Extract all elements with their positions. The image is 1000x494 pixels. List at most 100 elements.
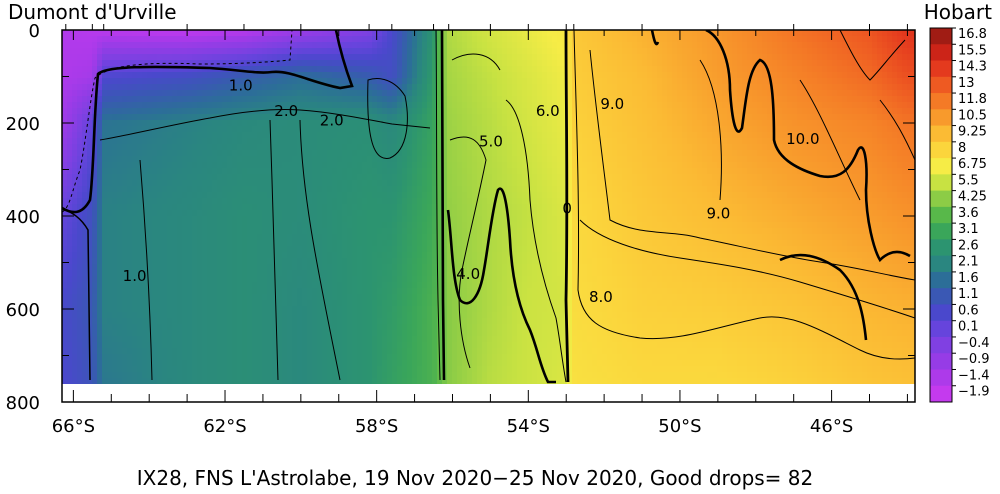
heat-cell bbox=[322, 126, 328, 133]
heat-cell bbox=[217, 336, 223, 343]
heat-cell bbox=[467, 234, 473, 241]
heat-cell bbox=[362, 282, 368, 289]
heat-cell bbox=[357, 240, 363, 247]
heat-cell bbox=[97, 138, 103, 145]
heat-cell bbox=[282, 246, 288, 253]
heat-cell bbox=[412, 198, 418, 205]
heat-cell bbox=[472, 252, 478, 259]
heat-cell bbox=[437, 42, 443, 49]
heat-cell bbox=[147, 204, 153, 211]
heat-cell bbox=[327, 138, 333, 145]
heat-cell bbox=[147, 258, 153, 265]
heat-cell bbox=[277, 366, 283, 373]
heat-cell bbox=[232, 234, 238, 241]
heat-cell bbox=[397, 180, 403, 187]
heat-cell bbox=[397, 258, 403, 265]
heat-cell bbox=[112, 60, 118, 67]
heat-cell bbox=[287, 126, 293, 133]
heat-cell bbox=[452, 300, 458, 307]
heat-cell bbox=[437, 246, 443, 253]
heat-cell bbox=[282, 126, 288, 133]
heat-cell bbox=[422, 246, 428, 253]
heat-cell bbox=[437, 168, 443, 175]
heat-cell bbox=[142, 174, 148, 181]
heat-cell bbox=[367, 114, 373, 121]
heat-cell bbox=[312, 174, 318, 181]
heat-cell bbox=[442, 96, 448, 103]
heat-cell bbox=[372, 222, 378, 229]
heat-cell bbox=[282, 306, 288, 313]
heat-cell bbox=[162, 210, 168, 217]
heat-cell bbox=[157, 186, 163, 193]
heat-cell bbox=[187, 180, 193, 187]
heat-cell bbox=[177, 48, 183, 55]
heat-cell bbox=[382, 222, 388, 229]
heat-cell bbox=[392, 96, 398, 103]
heat-cell bbox=[82, 234, 88, 241]
heat-cell bbox=[227, 246, 233, 253]
heat-cell bbox=[342, 162, 348, 169]
heat-cell bbox=[372, 138, 378, 145]
heat-cell bbox=[107, 48, 113, 55]
heat-cell bbox=[177, 324, 183, 331]
heat-cell bbox=[262, 228, 268, 235]
heat-cell bbox=[327, 312, 333, 319]
heat-cell bbox=[82, 78, 88, 85]
heat-cell bbox=[407, 204, 413, 211]
heat-cell bbox=[352, 204, 358, 211]
heat-cell bbox=[197, 192, 203, 199]
heat-cell bbox=[72, 222, 78, 229]
heat-cell bbox=[357, 156, 363, 163]
heat-cell bbox=[117, 138, 123, 145]
heat-cell bbox=[227, 126, 233, 133]
heat-cell bbox=[427, 348, 433, 355]
heat-cell bbox=[362, 330, 368, 337]
heat-cell bbox=[377, 168, 383, 175]
heat-cell bbox=[467, 174, 473, 181]
heat-cell bbox=[297, 156, 303, 163]
heat-cell bbox=[92, 216, 98, 223]
heat-cell bbox=[232, 126, 238, 133]
heat-cell bbox=[177, 354, 183, 361]
heat-cell bbox=[132, 48, 138, 55]
heat-cell bbox=[137, 78, 143, 85]
heat-cell bbox=[132, 228, 138, 235]
heat-cell bbox=[462, 210, 468, 217]
heat-cell bbox=[437, 156, 443, 163]
heat-cell bbox=[202, 186, 208, 193]
heat-cell bbox=[157, 300, 163, 307]
heat-cell bbox=[332, 108, 338, 115]
heat-cell bbox=[127, 270, 133, 277]
heat-cell bbox=[117, 228, 123, 235]
heat-cell bbox=[352, 96, 358, 103]
heat-cell bbox=[132, 246, 138, 253]
heat-cell bbox=[72, 348, 78, 355]
heat-cell bbox=[412, 228, 418, 235]
heat-cell bbox=[162, 126, 168, 133]
heat-cell bbox=[157, 294, 163, 301]
heat-cell bbox=[362, 120, 368, 127]
heat-cell bbox=[407, 348, 413, 355]
heat-cell bbox=[382, 156, 388, 163]
heat-cell bbox=[172, 72, 178, 79]
heat-cell bbox=[232, 162, 238, 169]
heat-cell bbox=[432, 150, 438, 157]
heat-cell bbox=[62, 234, 68, 241]
heat-cell bbox=[77, 234, 83, 241]
heat-cell bbox=[202, 36, 208, 43]
heat-cell bbox=[287, 36, 293, 43]
heat-cell bbox=[407, 198, 413, 205]
heat-cell bbox=[367, 66, 373, 73]
heat-cell bbox=[282, 318, 288, 325]
heat-cell bbox=[247, 48, 253, 55]
heat-cell bbox=[167, 138, 173, 145]
heat-cell bbox=[412, 378, 418, 384]
heat-cell bbox=[242, 114, 248, 121]
heat-cell bbox=[482, 174, 488, 181]
heat-cell bbox=[242, 300, 248, 307]
heat-cell bbox=[72, 330, 78, 337]
heat-cell bbox=[237, 96, 243, 103]
heat-cell bbox=[72, 324, 78, 331]
heat-cell bbox=[297, 54, 303, 61]
heat-cell bbox=[447, 378, 453, 384]
